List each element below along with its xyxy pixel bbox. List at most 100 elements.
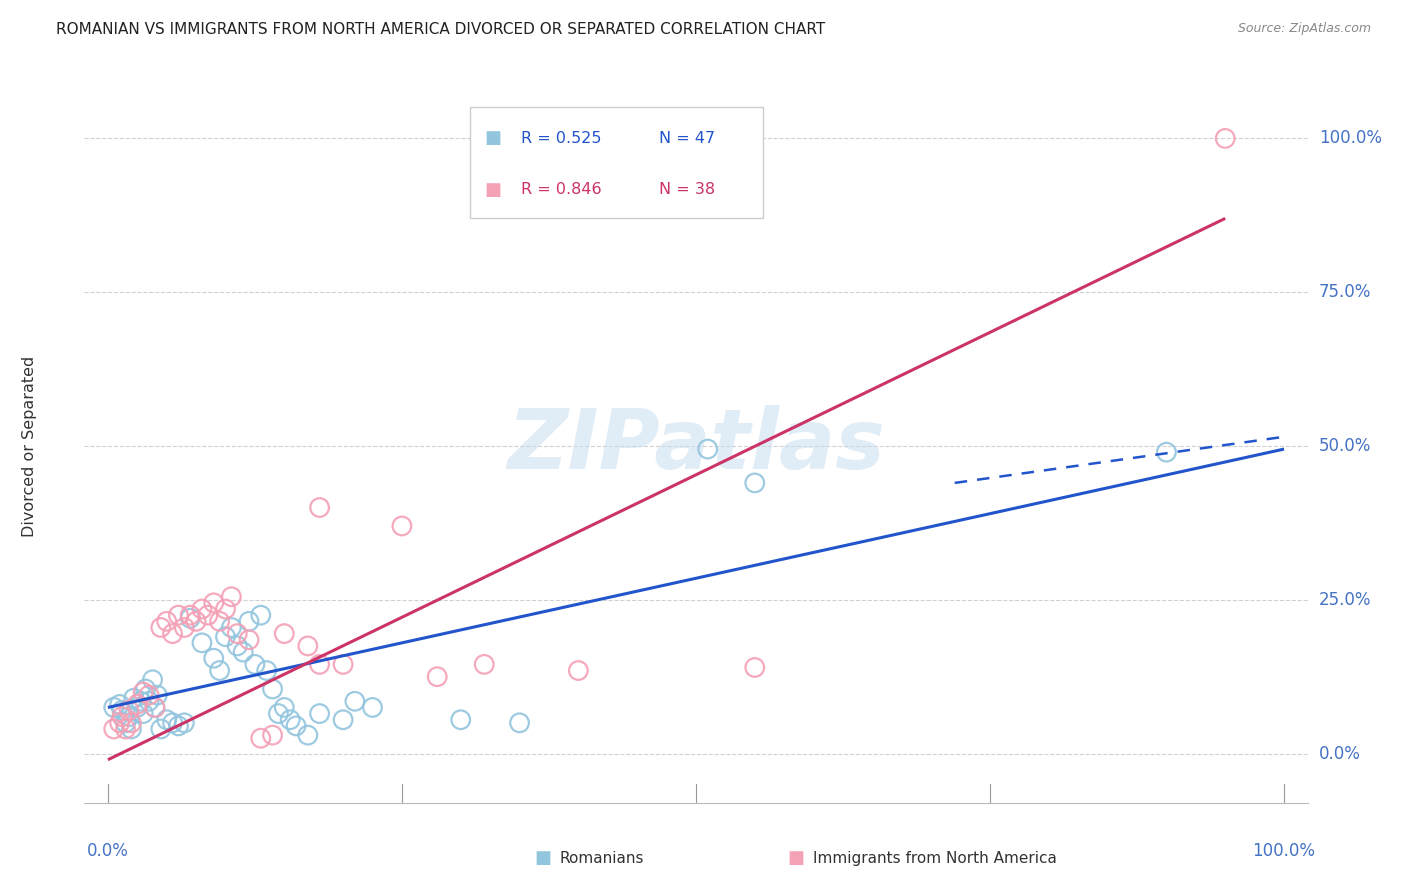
Point: [567, 664, 589, 678]
Point: [191, 636, 214, 650]
Point: [156, 713, 179, 727]
Point: [143, 700, 166, 714]
Point: [249, 731, 271, 746]
Point: [273, 626, 295, 640]
Point: [127, 700, 149, 714]
Point: [132, 685, 155, 699]
Point: [226, 639, 249, 653]
Point: [262, 681, 284, 696]
Point: [273, 700, 295, 714]
Point: [1213, 131, 1236, 145]
Point: [111, 704, 134, 718]
Point: [142, 673, 165, 687]
Point: [214, 602, 236, 616]
Point: [214, 630, 236, 644]
Text: Immigrants from North America: Immigrants from North America: [813, 851, 1056, 865]
Point: [138, 694, 160, 708]
Point: [361, 700, 384, 714]
Point: [308, 657, 330, 672]
Point: [135, 681, 157, 696]
Point: [197, 608, 219, 623]
Point: [120, 715, 142, 730]
Point: [262, 728, 284, 742]
Point: [391, 519, 413, 533]
Point: [509, 715, 531, 730]
Point: [202, 651, 225, 665]
Text: ■: ■: [484, 129, 502, 147]
Point: [221, 590, 243, 604]
Text: 25.0%: 25.0%: [1319, 591, 1371, 609]
Text: ZIPatlas: ZIPatlas: [508, 406, 884, 486]
Point: [103, 700, 125, 714]
Text: R = 0.525: R = 0.525: [522, 130, 602, 145]
Point: [232, 645, 254, 659]
Text: ■: ■: [484, 181, 502, 199]
Point: [167, 719, 190, 733]
Point: [238, 615, 260, 629]
Point: [167, 608, 190, 623]
Point: [744, 475, 766, 490]
Point: [472, 657, 495, 672]
Text: ■: ■: [787, 849, 804, 867]
Point: [120, 722, 142, 736]
Point: [744, 660, 766, 674]
Bar: [470, 107, 763, 218]
Point: [127, 698, 149, 712]
Point: [297, 639, 319, 653]
Point: [129, 694, 152, 708]
Point: [162, 626, 184, 640]
Text: ■: ■: [534, 849, 551, 867]
Point: [138, 688, 160, 702]
Point: [256, 664, 278, 678]
Text: N = 38: N = 38: [659, 183, 716, 197]
Point: [184, 615, 207, 629]
Text: 50.0%: 50.0%: [1319, 437, 1371, 455]
Point: [426, 670, 449, 684]
Point: [149, 620, 172, 634]
Point: [111, 709, 134, 723]
Point: [1156, 445, 1178, 459]
Text: 75.0%: 75.0%: [1319, 283, 1371, 301]
Text: 0.0%: 0.0%: [87, 842, 129, 860]
Point: [696, 442, 718, 456]
Point: [332, 713, 354, 727]
Point: [208, 664, 231, 678]
Point: [308, 706, 330, 721]
Point: [179, 611, 201, 625]
Point: [179, 608, 201, 623]
Point: [173, 715, 195, 730]
Point: [297, 728, 319, 742]
Point: [162, 715, 184, 730]
Point: [108, 698, 131, 712]
Point: [118, 704, 141, 718]
Point: [226, 626, 249, 640]
Point: [143, 700, 166, 714]
Point: [108, 715, 131, 730]
Text: Romanians: Romanians: [560, 851, 644, 865]
Point: [103, 722, 125, 736]
Point: [308, 500, 330, 515]
Point: [285, 719, 308, 733]
Text: Divorced or Separated: Divorced or Separated: [22, 355, 37, 537]
Point: [173, 620, 195, 634]
Point: [156, 615, 179, 629]
Point: [118, 709, 141, 723]
Text: ROMANIAN VS IMMIGRANTS FROM NORTH AMERICA DIVORCED OR SEPARATED CORRELATION CHAR: ROMANIAN VS IMMIGRANTS FROM NORTH AMERIC…: [56, 22, 825, 37]
Point: [332, 657, 354, 672]
Point: [208, 615, 231, 629]
Point: [450, 713, 472, 727]
Point: [202, 596, 225, 610]
Text: N = 47: N = 47: [659, 130, 716, 145]
Text: 100.0%: 100.0%: [1319, 129, 1382, 147]
Point: [114, 715, 136, 730]
Point: [132, 706, 155, 721]
Point: [343, 694, 366, 708]
Text: Source: ZipAtlas.com: Source: ZipAtlas.com: [1237, 22, 1371, 36]
Point: [191, 602, 214, 616]
Point: [267, 706, 290, 721]
Point: [146, 688, 169, 702]
Text: 0.0%: 0.0%: [1319, 745, 1361, 763]
Point: [278, 713, 301, 727]
Text: 100.0%: 100.0%: [1253, 842, 1316, 860]
Point: [114, 722, 136, 736]
